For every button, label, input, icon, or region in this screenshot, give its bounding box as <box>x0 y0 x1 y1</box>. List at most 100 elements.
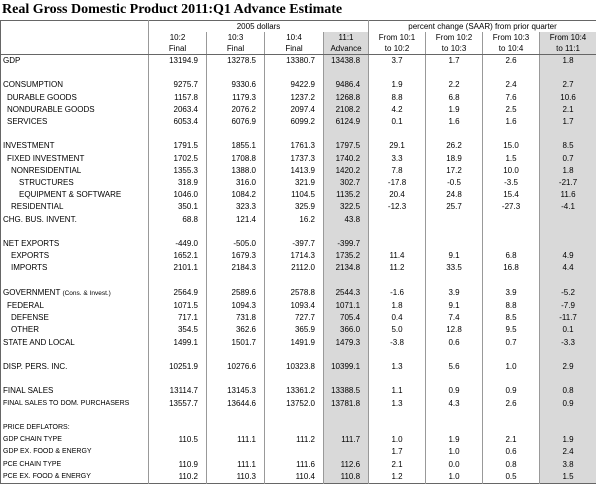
row-label: GDP EX. FOOD & ENERGY <box>0 446 149 459</box>
percent-change: 8.8 <box>482 300 541 313</box>
percent-change: 2.6 <box>482 397 541 410</box>
percent-change: 3.7 <box>368 54 427 68</box>
percent-change: 3.8 <box>539 458 596 471</box>
spacer-cell <box>482 128 541 141</box>
label-text: FINAL SALES <box>3 386 54 396</box>
level-value: -399.7 <box>323 238 370 251</box>
level-value: 16.2 <box>264 213 324 226</box>
data-row: STRUCTURES 318.9 316.0 321.9 302.7 -17.8 -0.5-… <box>0 177 596 190</box>
percent-change: -4.1 <box>539 201 596 214</box>
percent-change: 2.1 <box>539 103 596 116</box>
header-cell <box>0 43 149 55</box>
row-label: NET EXPORTS <box>0 238 149 251</box>
level-value: 1791.5 <box>148 140 207 153</box>
spacer-cell <box>368 225 427 238</box>
spacer-cell <box>425 67 484 80</box>
spacer-cell <box>482 274 541 287</box>
percent-change: 9.1 <box>425 250 484 263</box>
percent-change: 4.2 <box>368 103 427 116</box>
column-header: 10:3 <box>206 32 265 43</box>
spacer-cell <box>264 409 324 422</box>
spacer-cell <box>264 67 324 80</box>
percent-change: 16.8 <box>482 262 541 275</box>
spacer-cell <box>0 67 149 80</box>
spacer-cell <box>539 274 596 287</box>
row-label: STATE AND LOCAL <box>0 336 149 349</box>
header-row: 10:2 10:3 10:4 11:1 From 10:1 From 10:2 From 1… <box>0 32 596 43</box>
percent-change: 0.0 <box>425 458 484 471</box>
percent-change: 3.9 <box>425 286 484 300</box>
header-row: Final Final Final Advance to 10:2 to 10:3 to 1… <box>0 43 596 55</box>
percent-change: 0.9 <box>425 385 484 398</box>
column-header: From 10:1 <box>368 32 427 43</box>
data-row: INVESTMENT 1791.5 1855.1 1761.3 1797.5 29.1 26… <box>0 140 596 153</box>
percent-change: 9.5 <box>482 324 541 337</box>
label-text: SERVICES <box>7 117 48 126</box>
spacer-cell <box>368 128 427 141</box>
level-value: 1501.7 <box>206 336 265 349</box>
level-value: 316.0 <box>206 177 265 190</box>
spacer-cell <box>539 409 596 422</box>
data-row: CHG. BUS. INVENT. 68.8 121.4 16.2 43.8 <box>0 213 596 226</box>
spacer-cell <box>368 274 427 287</box>
column-header: 11:1 <box>323 32 370 43</box>
percent-change <box>425 213 484 226</box>
label-text: CONSUMPTION <box>3 80 63 90</box>
data-row: DURABLE GOODS 1157.8 1179.3 1237.2 1268.8 8.8… <box>0 91 596 104</box>
level-value: 322.5 <box>323 201 370 214</box>
level-value: 323.3 <box>206 201 265 214</box>
spacer-cell <box>368 373 427 386</box>
percent-change: 2.9 <box>539 361 596 374</box>
label-text: NONRESIDENTIAL <box>11 165 82 175</box>
percent-change: 29.1 <box>368 140 427 153</box>
level-value: 2076.2 <box>206 103 265 116</box>
level-value: 9486.4 <box>323 79 370 92</box>
percent-change: 5.0 <box>368 324 427 337</box>
level-value: 10276.6 <box>206 361 265 374</box>
percent-change: 15.0 <box>482 140 541 153</box>
level-value: 13114.7 <box>148 385 207 398</box>
level-value: 2564.9 <box>148 286 207 300</box>
level-value: 350.1 <box>148 201 207 214</box>
level-value: 731.8 <box>206 312 265 325</box>
level-value: 1797.5 <box>323 140 370 153</box>
spacer-cell <box>323 128 370 141</box>
data-row: NET EXPORTS -449.0 -505.0 -397.7 -399.7 <box>0 238 596 251</box>
percent-change: 1.7 <box>368 446 427 459</box>
percent-change: 11.4 <box>368 250 427 263</box>
percent-change: 33.5 <box>425 262 484 275</box>
label-text: NONDURABLE GOODS <box>7 104 95 114</box>
spacer-cell <box>539 373 596 386</box>
percent-change <box>368 421 427 435</box>
level-value: 2063.4 <box>148 103 207 116</box>
percent-change: 2.4 <box>482 79 541 92</box>
spacer-cell <box>0 274 149 287</box>
level-value: 1135.2 <box>323 189 370 202</box>
data-row: GDP CHAIN TYPE 110.5 111.1 111.2 111.7 1.0 1.9… <box>0 434 596 447</box>
level-value: 1157.8 <box>148 91 207 104</box>
percent-change: 10.6 <box>539 91 596 104</box>
percent-change: -12.3 <box>368 201 427 214</box>
column-header: Advance <box>323 43 370 55</box>
percent-change: -17.8 <box>368 177 427 190</box>
level-value: 13361.2 <box>264 385 324 398</box>
percent-change: -1.6 <box>368 286 427 300</box>
level-value: 111.7 <box>323 434 370 447</box>
percent-change: 15.4 <box>482 189 541 202</box>
level-value: 13380.7 <box>264 54 324 68</box>
spacer-cell <box>425 409 484 422</box>
spacer-cell <box>425 225 484 238</box>
level-value: 1093.4 <box>264 300 324 313</box>
percent-change: 9.1 <box>425 300 484 313</box>
header-cell <box>0 20 149 32</box>
level-value: 1046.0 <box>148 189 207 202</box>
spacer-cell <box>323 409 370 422</box>
percent-change: -7.9 <box>539 300 596 313</box>
row-label: NONRESIDENTIAL <box>0 164 149 177</box>
level-value: 717.1 <box>148 312 207 325</box>
level-value: 2134.8 <box>323 262 370 275</box>
percent-change: 18.9 <box>425 152 484 165</box>
row-label: DURABLE GOODS <box>0 91 149 104</box>
spacer-cell <box>264 225 324 238</box>
data-row: SERVICES 6053.4 6076.9 6099.2 6124.9 0.1 1.6 1.… <box>0 116 596 129</box>
